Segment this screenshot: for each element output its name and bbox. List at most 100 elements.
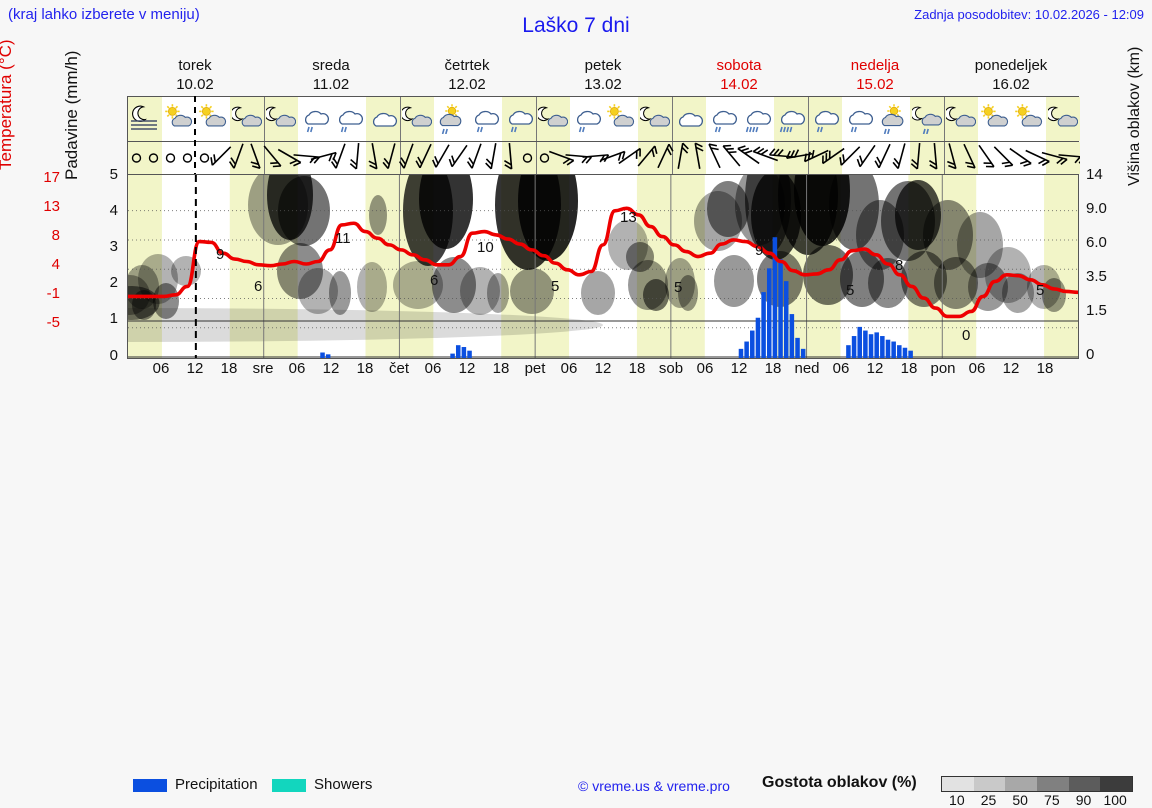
cloud-height-tick-3: 3.5 <box>1086 268 1126 285</box>
weather-icon-cloud-rain <box>470 104 500 134</box>
cloud-height-tick-5: 0 <box>1086 346 1126 363</box>
day-separator-5 <box>808 97 809 141</box>
temperature-value-label: 6 <box>254 278 262 295</box>
graph-svg <box>128 175 1078 358</box>
cloud-density-swatch-2 <box>1005 777 1037 791</box>
cloud-density-tick-4: 90 <box>1069 792 1099 808</box>
cloud-density-tick-0: 10 <box>942 792 972 808</box>
precipitation-bar <box>326 354 331 358</box>
legend-showers: Showers <box>272 776 372 793</box>
cloud-height-tick-0: 14 <box>1086 166 1126 183</box>
temperature-tick-1: 13 <box>36 198 60 215</box>
weather-icon-moon-cloud <box>538 104 568 134</box>
precipitation-bar <box>897 345 902 358</box>
precipitation-bar <box>903 348 908 358</box>
precipitation-bar <box>880 336 885 358</box>
weather-icon-moon-cloud <box>232 104 262 134</box>
weather-icon-moon-cloud <box>1048 104 1078 134</box>
cloud-density-tick-3: 75 <box>1037 792 1067 808</box>
weather-icon-band <box>127 96 1079 142</box>
weather-icon-cloud <box>368 104 398 134</box>
precipitation-bar <box>891 342 896 358</box>
day-separator-4 <box>672 97 673 141</box>
day-name: sreda <box>263 56 399 75</box>
day-separator-1 <box>264 97 265 141</box>
weather-icon-sun-cloud <box>1014 104 1044 134</box>
day-separator-6 <box>944 97 945 141</box>
temperature-tick-3: 4 <box>36 256 60 273</box>
weather-icon-cloud-rain <box>708 104 738 134</box>
temperature-value-label: 5 <box>1036 282 1044 299</box>
day-separator-2 <box>400 97 401 141</box>
copyright-text[interactable]: © vreme.us & vreme.pro <box>578 778 730 794</box>
day-date: 13.02 <box>535 75 671 94</box>
cloud-density-blob <box>329 271 351 315</box>
precipitation-bar <box>857 327 862 358</box>
precipitation-bar <box>462 347 467 358</box>
weather-icon-moon-cloud-rain <box>912 104 942 134</box>
weather-icon-cloud-rain2 <box>776 104 806 134</box>
day-name: sobota <box>671 56 807 75</box>
temperature-tick-2: 8 <box>36 227 60 244</box>
precipitation-bar <box>863 331 868 358</box>
wind-barb-band <box>127 142 1079 174</box>
day-name: ponedeljek <box>943 56 1079 75</box>
precipitation-bar <box>744 342 749 358</box>
temperature-value-label: 8 <box>895 257 903 274</box>
weather-icon-sun-cloud <box>198 104 228 134</box>
weather-icon-cloud-rain <box>334 104 364 134</box>
precipitation-bar <box>795 338 800 358</box>
precipitation-bar <box>320 353 325 358</box>
day-date: 10.02 <box>127 75 263 94</box>
precipitation-tick-0: 5 <box>92 166 118 183</box>
legend-bar: Precipitation Showers © vreme.us & vreme… <box>0 386 1152 436</box>
temperature-value-label: 5 <box>551 278 559 295</box>
temperature-value-label: 0 <box>962 327 970 344</box>
weather-icon-cloud <box>674 104 704 134</box>
day-name: nedelja <box>807 56 943 75</box>
day-name: petek <box>535 56 671 75</box>
weather-icon-cloud-rain <box>572 104 602 134</box>
temperature-value-label: 11 <box>335 230 351 247</box>
precipitation-tick-4: 1 <box>92 310 118 327</box>
cloud-density-label: Gostota oblakov (%) <box>762 774 917 792</box>
day-name: četrtek <box>399 56 535 75</box>
current-time-marker-top <box>194 96 196 174</box>
precipitation-legend-label: Precipitation <box>175 776 258 793</box>
cloud-height-tick-2: 6.0 <box>1086 234 1126 251</box>
precipitation-bar <box>750 331 755 358</box>
cloud-density-swatch-1 <box>974 777 1006 791</box>
weather-icon-cloud-rain <box>810 104 840 134</box>
cloud-density-tick-1: 25 <box>974 792 1004 808</box>
weather-icon-moon-cloud <box>402 104 432 134</box>
precipitation-tick-2: 3 <box>92 238 118 255</box>
precipitation-bar <box>790 314 795 358</box>
weather-icon-fog <box>130 104 160 134</box>
precipitation-bar <box>456 345 461 358</box>
cloud-height-axis-title: Višina oblakov (km) <box>1126 47 1144 186</box>
cloud-density-swatch-3 <box>1037 777 1069 791</box>
header-bar: (kraj lahko izberete v meniju) Laško 7 d… <box>0 0 1152 30</box>
weather-icon-moon-cloud <box>640 104 670 134</box>
cloud-density-blob <box>714 255 754 307</box>
cloud-height-tick-4: 1.5 <box>1086 302 1126 319</box>
precipitation-bar <box>869 334 874 358</box>
day-date: 11.02 <box>263 75 399 94</box>
weather-icon-sun-cloud-rain <box>436 104 466 134</box>
cloud-density-blob <box>1042 278 1066 312</box>
weather-icon-sun-cloud <box>980 104 1010 134</box>
precipitation-bar <box>761 292 766 358</box>
showers-legend-label: Showers <box>314 776 372 793</box>
temperature-tick-4: -1 <box>36 285 60 302</box>
meteogram-plot <box>127 96 1079 359</box>
precipitation-bar <box>739 349 744 358</box>
temperature-value-label: 9 <box>216 246 224 263</box>
day-date: 12.02 <box>399 75 535 94</box>
precipitation-bar <box>450 354 455 358</box>
temperature-tick-5: -5 <box>36 314 60 331</box>
